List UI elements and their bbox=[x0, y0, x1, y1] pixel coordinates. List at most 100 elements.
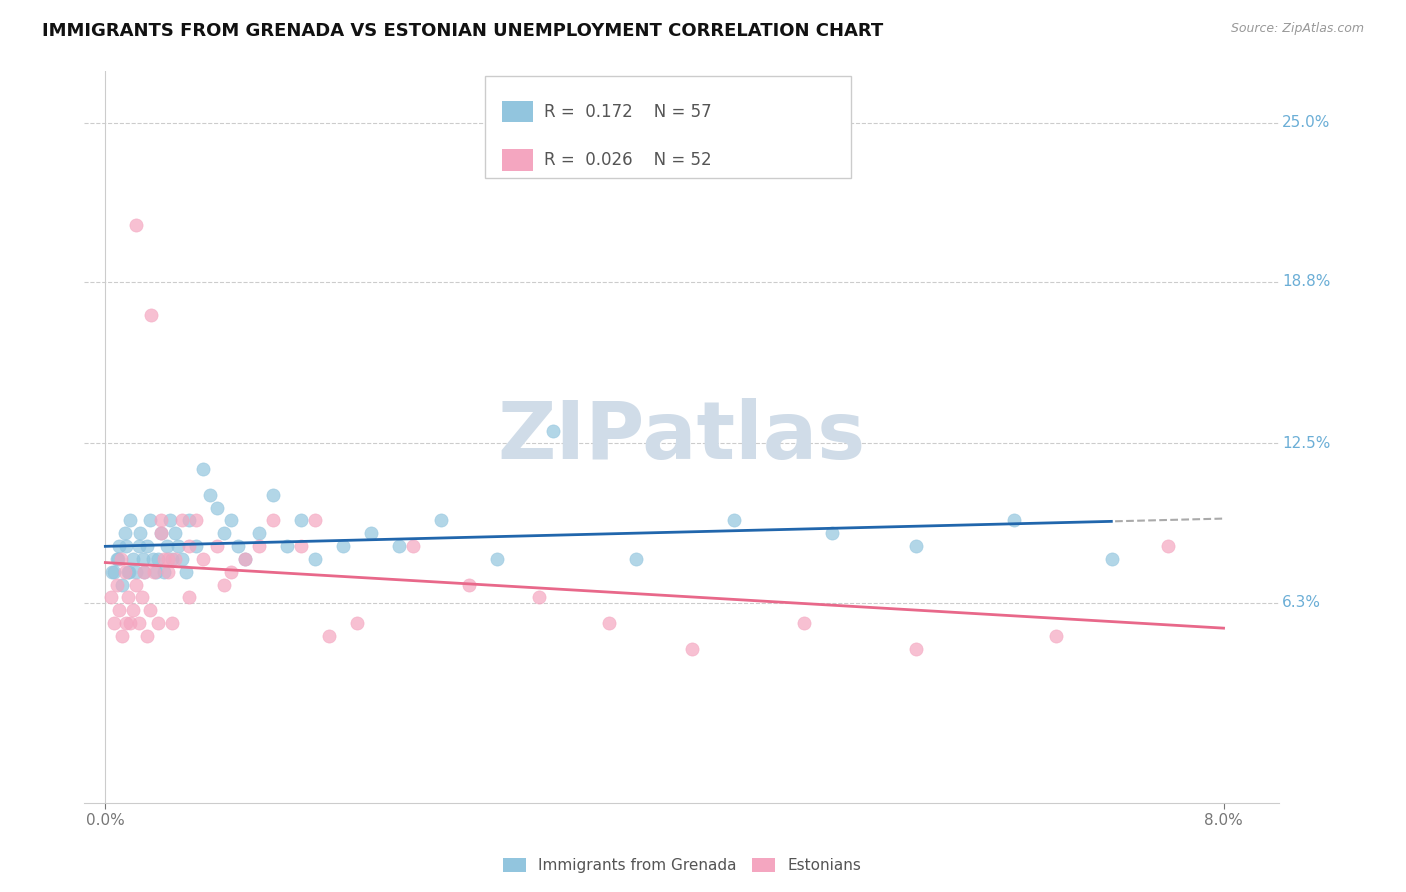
Point bbox=[193, 552, 215, 566]
Point bbox=[172, 514, 194, 528]
Point bbox=[176, 565, 198, 579]
Point bbox=[165, 552, 187, 566]
Point bbox=[346, 616, 368, 631]
Point bbox=[108, 539, 131, 553]
Point bbox=[247, 526, 270, 541]
Point bbox=[100, 591, 122, 605]
Point bbox=[318, 629, 340, 643]
Point bbox=[226, 539, 249, 553]
Point bbox=[212, 526, 235, 541]
Point bbox=[118, 565, 141, 579]
Point bbox=[247, 539, 270, 553]
Point bbox=[107, 552, 129, 566]
Point bbox=[233, 552, 256, 566]
Point bbox=[136, 629, 159, 643]
Point bbox=[150, 526, 173, 541]
Point bbox=[148, 552, 170, 566]
Point bbox=[114, 565, 136, 579]
Point bbox=[156, 539, 179, 553]
Point bbox=[793, 616, 815, 631]
Text: R =  0.172    N = 57: R = 0.172 N = 57 bbox=[544, 103, 711, 120]
Text: ZIPatlas: ZIPatlas bbox=[498, 398, 866, 476]
Point bbox=[139, 603, 162, 617]
Point bbox=[233, 552, 256, 566]
Point bbox=[186, 514, 208, 528]
Text: IMMIGRANTS FROM GRENADA VS ESTONIAN UNEMPLOYMENT CORRELATION CHART: IMMIGRANTS FROM GRENADA VS ESTONIAN UNEM… bbox=[42, 22, 883, 40]
Point bbox=[101, 565, 124, 579]
Point bbox=[143, 565, 166, 579]
Point bbox=[105, 577, 128, 591]
Point bbox=[527, 591, 550, 605]
Point bbox=[332, 539, 354, 553]
Point bbox=[103, 616, 125, 631]
Point bbox=[148, 616, 170, 631]
Text: 25.0%: 25.0% bbox=[1282, 115, 1330, 130]
Point bbox=[150, 514, 173, 528]
Point bbox=[153, 552, 176, 566]
Point bbox=[136, 539, 159, 553]
Point bbox=[1002, 514, 1025, 528]
Point bbox=[821, 526, 844, 541]
Point bbox=[290, 539, 312, 553]
Point bbox=[219, 514, 242, 528]
Point bbox=[179, 591, 201, 605]
Point bbox=[162, 616, 184, 631]
Point bbox=[129, 526, 152, 541]
Text: 6.3%: 6.3% bbox=[1282, 595, 1322, 610]
Point bbox=[723, 514, 745, 528]
Point bbox=[120, 514, 142, 528]
Point bbox=[1045, 629, 1067, 643]
Point bbox=[122, 552, 145, 566]
Point bbox=[150, 526, 173, 541]
Point bbox=[457, 577, 479, 591]
Point bbox=[159, 514, 181, 528]
Point bbox=[262, 488, 284, 502]
Point bbox=[165, 526, 187, 541]
Point bbox=[142, 552, 165, 566]
Point bbox=[626, 552, 648, 566]
Point bbox=[172, 552, 194, 566]
Point bbox=[905, 641, 928, 656]
Point bbox=[304, 514, 326, 528]
Point bbox=[360, 526, 382, 541]
Point bbox=[205, 539, 228, 553]
Point bbox=[134, 565, 156, 579]
Point bbox=[167, 539, 190, 553]
Point bbox=[139, 514, 162, 528]
Point bbox=[141, 308, 163, 322]
Point bbox=[110, 552, 132, 566]
Point bbox=[132, 552, 155, 566]
Point bbox=[205, 500, 228, 515]
Point bbox=[430, 514, 453, 528]
Point bbox=[162, 552, 184, 566]
Text: 12.5%: 12.5% bbox=[1282, 436, 1330, 451]
Legend: Immigrants from Grenada, Estonians: Immigrants from Grenada, Estonians bbox=[496, 852, 868, 880]
Point bbox=[290, 514, 312, 528]
Point bbox=[598, 616, 620, 631]
Point bbox=[128, 616, 150, 631]
Point bbox=[179, 539, 201, 553]
Point bbox=[485, 552, 508, 566]
Point bbox=[276, 539, 298, 553]
Point bbox=[219, 565, 242, 579]
Point bbox=[153, 565, 176, 579]
Point bbox=[541, 424, 564, 438]
Point bbox=[1156, 539, 1178, 553]
Point bbox=[114, 526, 136, 541]
Point bbox=[108, 603, 131, 617]
Point bbox=[262, 514, 284, 528]
Point bbox=[905, 539, 928, 553]
Point bbox=[115, 539, 138, 553]
Point bbox=[304, 552, 326, 566]
Point bbox=[157, 565, 180, 579]
Point bbox=[111, 629, 134, 643]
Point bbox=[125, 577, 148, 591]
Point bbox=[186, 539, 208, 553]
Point bbox=[145, 565, 167, 579]
Point bbox=[125, 219, 148, 233]
Point bbox=[125, 565, 148, 579]
Point bbox=[117, 565, 139, 579]
Point bbox=[681, 641, 703, 656]
Point bbox=[115, 616, 138, 631]
Point bbox=[179, 514, 201, 528]
